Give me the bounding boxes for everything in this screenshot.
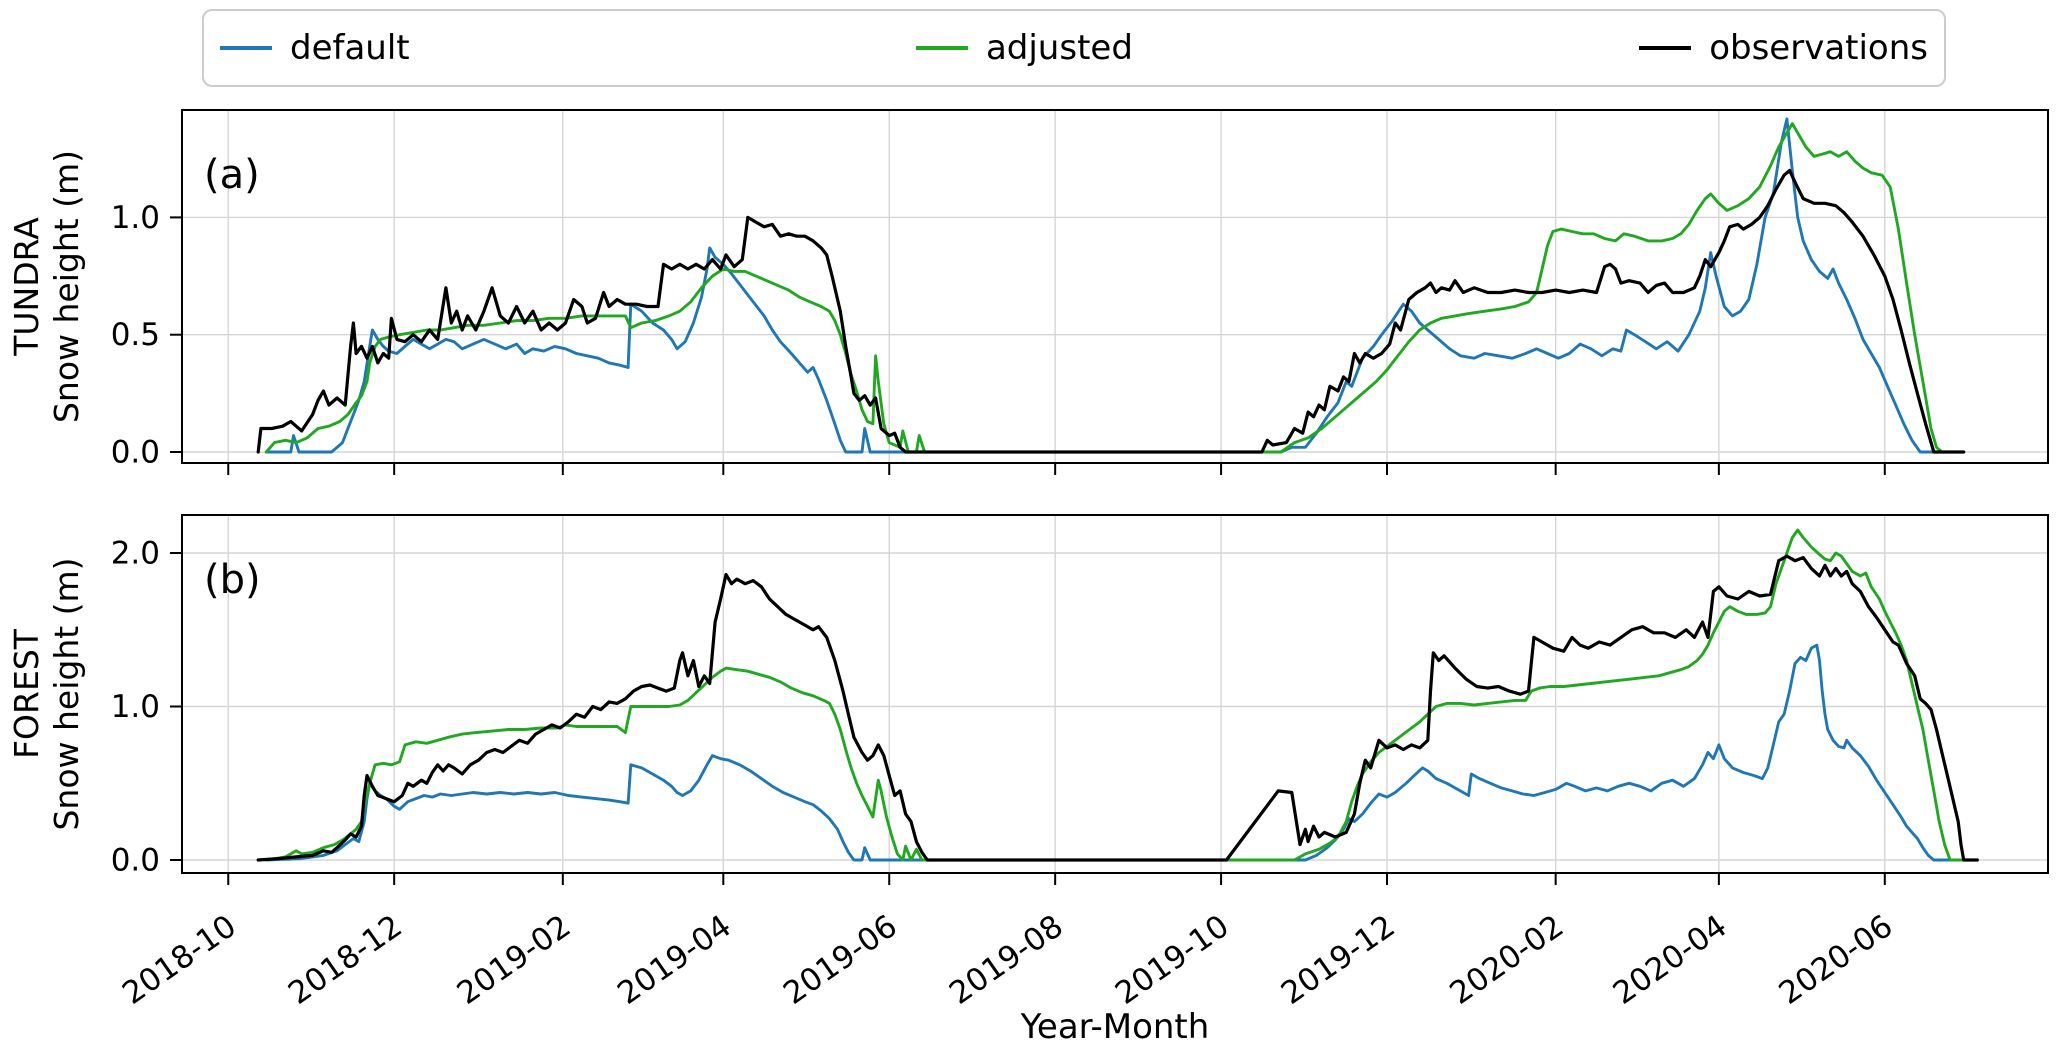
- y-tick-label: 1.0: [111, 200, 160, 236]
- series-observations-line: [256, 168, 1966, 454]
- series-default-line: [264, 117, 1938, 454]
- y-tick-label: 2.0: [111, 536, 160, 572]
- site-label: TUNDRA: [7, 217, 46, 357]
- x-tick-label: 2020-06: [1773, 908, 1900, 1012]
- x-tick-label: 2019-10: [1109, 908, 1236, 1012]
- legend-item-observations: observations: [1639, 31, 1928, 65]
- tick-marks: [170, 216, 1886, 475]
- panel-a: 0.0 0.5 1.0 (a) TUNDRA Snow height (m): [7, 109, 2049, 475]
- y-axis-label: Snow height (m): [47, 150, 86, 423]
- site-label: FOREST: [7, 628, 46, 759]
- x-tick-label: 2020-04: [1607, 908, 1734, 1012]
- series-observations-line: [256, 554, 1979, 862]
- x-axis-label: Year-Month: [1020, 1007, 1210, 1047]
- plot-border: [181, 109, 2049, 464]
- x-tick-label: 2020-02: [1443, 908, 1570, 1012]
- tick-marks: [170, 552, 1886, 885]
- x-tick-label: 2019-06: [777, 908, 904, 1012]
- x-tick-label: 2018-10: [116, 908, 243, 1012]
- series-adjusted-line: [264, 528, 1966, 862]
- y-tick-label: 0.0: [111, 435, 160, 471]
- x-tick-label: 2019-08: [943, 908, 1070, 1012]
- panel-b: 0.0 1.0 2.0 (b) FOREST Snow height (m): [7, 514, 2049, 885]
- default-line-swatch: [220, 46, 272, 50]
- y-tick-label: 1.0: [111, 689, 160, 725]
- adjusted-line-swatch: [915, 46, 968, 50]
- x-tick-label: 2019-12: [1275, 908, 1402, 1012]
- gridlines: [182, 110, 2048, 463]
- series-default-line: [264, 643, 1952, 862]
- x-tick-label: 2018-12: [282, 908, 409, 1012]
- legend-item-adjusted: adjusted: [915, 28, 1133, 68]
- legend: default adjusted observations: [202, 9, 1946, 87]
- panel-letter: (b): [204, 557, 261, 603]
- legend-label-default: default: [290, 28, 410, 68]
- y-axis-label: Snow height (m): [47, 557, 86, 830]
- x-tick-label: 2019-02: [451, 908, 578, 1012]
- panel-letter: (a): [204, 152, 260, 198]
- x-tick-label: 2019-04: [611, 908, 738, 1012]
- plot-border: [181, 514, 2049, 874]
- y-tick-label: 0.5: [111, 317, 160, 353]
- gridlines: [182, 515, 2048, 873]
- y-tick-label: 0.0: [111, 843, 160, 879]
- series-adjusted-line: [264, 122, 1966, 454]
- legend-item-default: default: [220, 31, 410, 65]
- legend-label-observations: observations: [1709, 28, 1928, 68]
- observations-line-swatch: [1639, 46, 1692, 50]
- legend-label-adjusted: adjusted: [985, 28, 1133, 68]
